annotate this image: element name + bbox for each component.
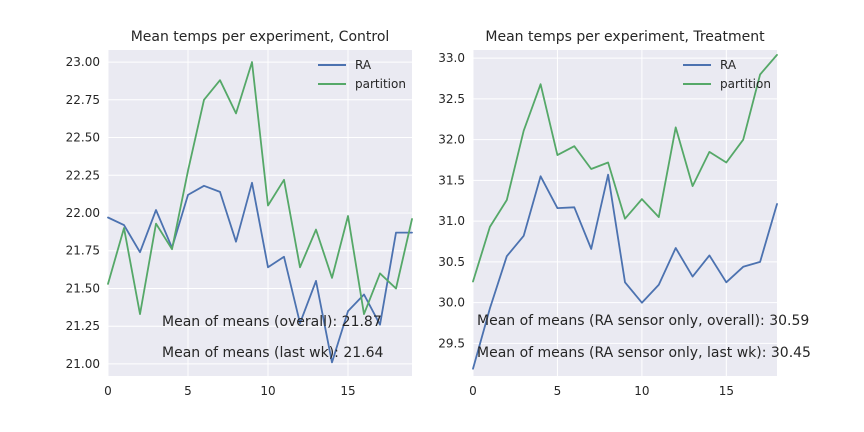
- y-tick-label: 30.5: [438, 255, 465, 269]
- y-tick-label: 31.0: [438, 214, 465, 228]
- x-tick-label: 15: [719, 384, 734, 398]
- series-line-partition: [472, 54, 778, 283]
- chart-control: 21.00 21.25 21.50 21.75 22.00 22.25 22.50 22.75…: [66, 29, 413, 398]
- legend-label: RA: [355, 58, 372, 72]
- y-tick-label: 22.50: [66, 131, 100, 145]
- legend: RA partition: [318, 58, 406, 91]
- annotation-text: Mean of means (RA sensor only, overall):…: [477, 313, 809, 329]
- x-tick-label: 15: [340, 384, 355, 398]
- y-tick-label: 21.50: [66, 281, 100, 295]
- series-line-ra: [472, 173, 778, 370]
- y-tick-label: 30.0: [438, 296, 465, 310]
- y-tick-label: 22.00: [66, 206, 100, 220]
- y-tick-label: 33.0: [438, 51, 465, 65]
- legend-label: partition: [355, 77, 406, 91]
- y-tick-label: 22.25: [66, 168, 100, 182]
- y-tick-label: 32.5: [438, 92, 465, 106]
- x-tick-label: 0: [469, 384, 477, 398]
- y-tick-label: 21.00: [66, 357, 100, 371]
- y-tick-label: 29.5: [438, 336, 465, 350]
- y-tick-label: 31.5: [438, 173, 465, 187]
- x-tick-label: 10: [260, 384, 275, 398]
- chart-title: Mean temps per experiment, Control: [131, 29, 390, 45]
- x-tick-label: 5: [184, 384, 192, 398]
- annotation-text: Mean of means (RA sensor only, last wk):…: [477, 345, 811, 361]
- x-tick-label: 10: [634, 384, 649, 398]
- x-tick-label: 0: [104, 384, 112, 398]
- legend-label: RA: [720, 58, 737, 72]
- chart-treatment: 29.5 30.0 30.5 31.0 31.5 32.0 32.5 33.0 0 5 10 15 Me…: [438, 29, 811, 398]
- y-tick-label: 22.75: [66, 93, 100, 107]
- series-line-partition: [107, 61, 413, 316]
- legend: RA partition: [683, 58, 771, 91]
- annotation-text: Mean of means (last wk): 21.64: [162, 345, 384, 361]
- y-tick-label: 32.0: [438, 133, 465, 147]
- y-tick-label: 21.75: [66, 244, 100, 258]
- legend-label: partition: [720, 77, 771, 91]
- y-tick-label: 21.25: [66, 319, 100, 333]
- y-tick-label: 23.00: [66, 55, 100, 69]
- chart-title: Mean temps per experiment, Treatment: [485, 29, 765, 45]
- x-tick-label: 5: [554, 384, 562, 398]
- annotation-text: Mean of means (overall): 21.87: [162, 314, 382, 330]
